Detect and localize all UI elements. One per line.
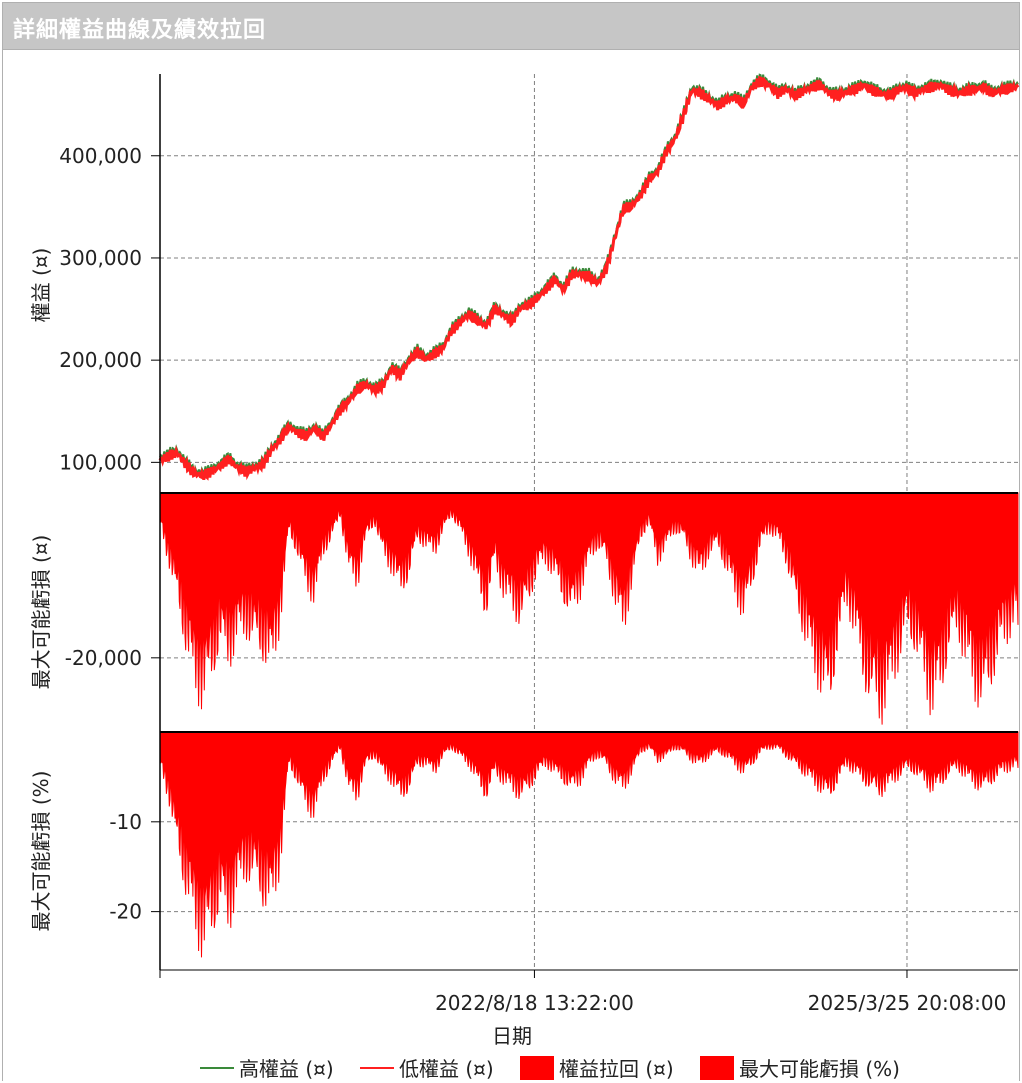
legend-swatch-drawdown-pct bbox=[700, 1056, 734, 1080]
equity-ylabel: 權益 (¤) bbox=[29, 248, 53, 323]
y-tick-label: 200,000 bbox=[59, 348, 142, 372]
x-tick-label: 2022/8/18 13:22:00 bbox=[435, 991, 634, 1015]
drawdown-pct-area bbox=[159, 731, 1019, 958]
x-axis-title: 日期 bbox=[492, 1024, 532, 1048]
drawdown-pct-ylabel: 最大可能虧損 (%) bbox=[29, 771, 53, 932]
title-bar: 詳細權益曲線及績效拉回 bbox=[2, 2, 1020, 50]
axis-layer: 100,000 200,000 300,000 400,000 -20,000 -10 -2… bbox=[59, 74, 1018, 1015]
drawdown-area bbox=[159, 492, 1019, 725]
legend-label-high: 高權益 (¤) bbox=[239, 1057, 334, 1081]
x-tick-label: 2025/3/25 20:08:00 bbox=[808, 991, 1007, 1015]
y-tick-label: -20 bbox=[109, 900, 142, 924]
legend-label-drawdown: 權益拉回 (¤) bbox=[559, 1057, 674, 1081]
chart-frame bbox=[2, 49, 1020, 1081]
equity-low-line bbox=[158, 75, 1020, 481]
y-tick-label: 400,000 bbox=[59, 144, 142, 168]
legend-label-low: 低權益 (¤) bbox=[399, 1057, 494, 1081]
legend-label-drawdown-pct: 最大可能虧損 (%) bbox=[739, 1057, 900, 1081]
y-tick-label: -10 bbox=[109, 810, 142, 834]
plot-layer bbox=[158, 73, 1020, 958]
y-tick-label: 100,000 bbox=[59, 450, 142, 474]
window-title: 詳細權益曲線及績效拉回 bbox=[13, 18, 267, 43]
y-tick-label: -20,000 bbox=[65, 646, 142, 670]
legend: 高權益 (¤) 低權益 (¤) 權益拉回 (¤) 最大可能虧損 (%) bbox=[200, 1056, 900, 1081]
drawdown-ylabel: 最大可能虧損 (¤) bbox=[29, 535, 53, 690]
legend-swatch-drawdown bbox=[520, 1056, 554, 1080]
y-tick-label: 300,000 bbox=[59, 246, 142, 270]
